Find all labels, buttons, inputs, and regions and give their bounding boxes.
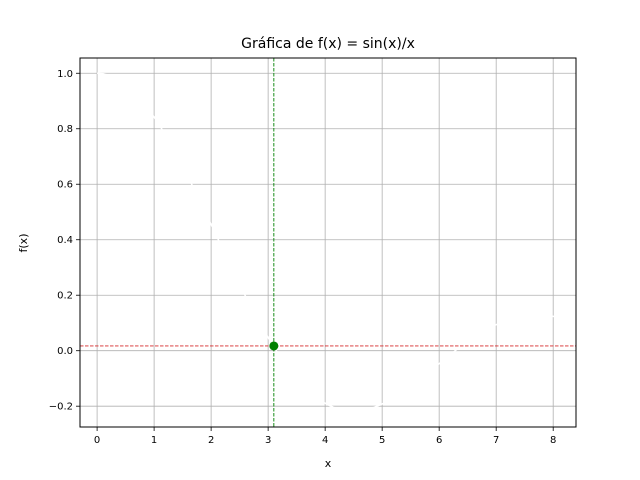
y-tick-label: 0.2	[57, 291, 73, 302]
grid-layer	[80, 58, 576, 427]
reference-lines	[80, 58, 576, 427]
y-tick-label: 0.4	[57, 235, 73, 246]
highlight-point	[269, 341, 279, 351]
x-tick-label: 2	[208, 435, 214, 446]
chart-title: Gráfica de f(x) = sin(x)/x	[241, 36, 415, 52]
x-tick-label: 6	[436, 435, 442, 446]
x-tick-label: 5	[379, 435, 385, 446]
x-axis-label: x	[325, 457, 332, 470]
y-tick-label: −0.2	[49, 402, 73, 413]
x-tick-label: 3	[265, 435, 271, 446]
y-axis-label: f(x)	[17, 234, 30, 253]
x-tick-label: 4	[322, 435, 328, 446]
y-tick-label: 0.6	[57, 180, 73, 191]
x-tick-label: 8	[550, 435, 556, 446]
y-tick-label: 0.8	[57, 124, 73, 135]
x-tick-label: 1	[151, 435, 157, 446]
axes-frame	[79, 57, 577, 428]
series-line	[97, 72, 577, 412]
x-tick-label: 0	[94, 435, 100, 446]
highlight-points	[269, 341, 279, 351]
tick-layer: 0 1 2 3 4 5 6 7 8 −0.2 0.0 0.2 0.4 0.6 0.8 1.0	[49, 69, 557, 446]
y-tick-label: 0.0	[57, 346, 73, 357]
x-tick-label: 7	[493, 435, 499, 446]
y-tick-label: 1.0	[57, 69, 73, 80]
series-layer	[97, 72, 577, 412]
